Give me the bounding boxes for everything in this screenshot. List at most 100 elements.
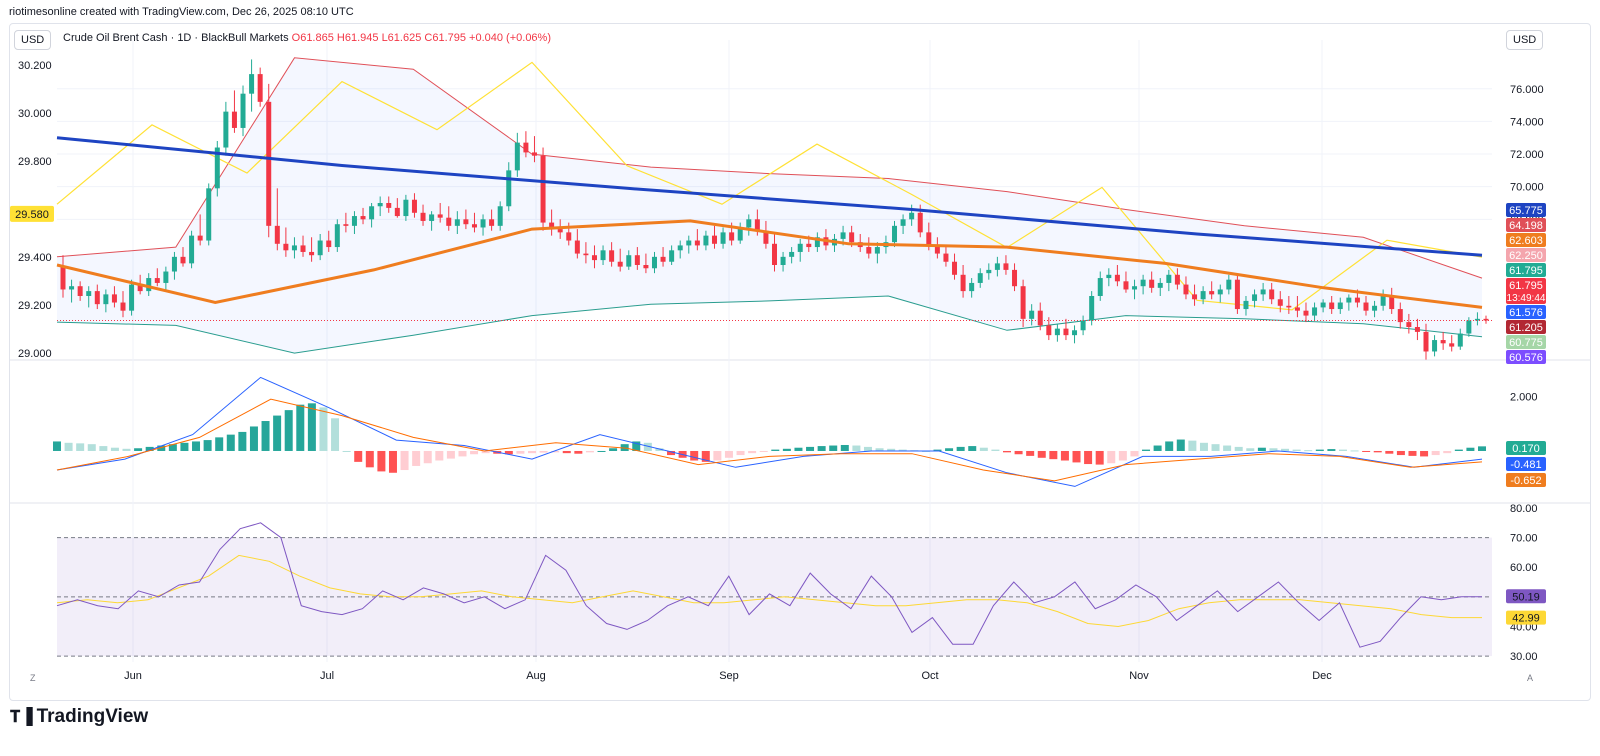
- candle: [600, 245, 606, 265]
- macd-histogram-bar: [806, 446, 815, 451]
- macd-signal-line: [56, 398, 1483, 482]
- macd-histogram-bar: [759, 450, 768, 452]
- candle-body: [1277, 299, 1283, 306]
- macd-histogram-bar: [609, 448, 618, 451]
- candle-body: [866, 247, 872, 254]
- candle-body: [1132, 286, 1138, 290]
- candle: [189, 230, 195, 269]
- candle: [540, 147, 546, 231]
- candle: [1157, 278, 1163, 296]
- symbol-legend: Crude Oil Brent Cash · 1D · BlackBull Ma…: [63, 32, 551, 44]
- candle-body: [1260, 289, 1266, 295]
- macd-histogram-bar: [528, 450, 536, 454]
- candle-body: [763, 230, 769, 244]
- candle: [300, 235, 306, 257]
- macd-histogram-bar: [562, 450, 571, 454]
- tradingview-logo[interactable]: 𝐓▐ TradingView: [10, 706, 148, 728]
- chart-frame: [9, 23, 1591, 701]
- price-badge-bg: [1506, 350, 1546, 364]
- candle-body: [1046, 325, 1052, 336]
- macd-histogram-bar: [1443, 450, 1452, 454]
- candle: [1132, 279, 1138, 300]
- mid-ma-line: [56, 219, 1483, 309]
- candle: [274, 188, 280, 251]
- candle-body: [206, 188, 212, 241]
- macd-histogram-bar: [319, 407, 328, 451]
- macd-badge-label: -0.652: [1510, 475, 1541, 487]
- tv-logo-text: TradingView: [36, 706, 149, 727]
- candle: [454, 211, 460, 234]
- candle: [360, 207, 366, 225]
- candle-body: [1286, 305, 1292, 308]
- candle-body: [677, 245, 683, 251]
- candle-body: [1397, 309, 1403, 323]
- candle: [1140, 274, 1146, 295]
- price-badge-label: 60.775: [1509, 337, 1543, 349]
- candle: [960, 265, 966, 298]
- candle-body: [223, 111, 229, 148]
- candle: [394, 198, 400, 218]
- candle: [309, 237, 315, 262]
- candle-body: [703, 235, 709, 246]
- right-currency-button[interactable]: USD: [1506, 30, 1544, 50]
- macd-histogram-bar: [1153, 445, 1162, 451]
- candle-body: [1174, 274, 1180, 285]
- candle-body: [60, 266, 66, 290]
- candle: [1217, 284, 1223, 303]
- zoom-z-button[interactable]: Z: [30, 673, 36, 683]
- candle-body: [591, 255, 597, 261]
- candle: [1414, 318, 1420, 341]
- macd-histogram-bar: [736, 450, 745, 456]
- macd-histogram-bar: [1246, 448, 1255, 451]
- candle-body: [446, 217, 452, 226]
- candle-body: [403, 199, 409, 217]
- candle-body: [892, 225, 898, 243]
- candle: [154, 268, 160, 287]
- macd-histogram-bar: [1188, 440, 1197, 451]
- candle-body: [514, 142, 520, 171]
- left-axis-tick: 29.800: [18, 156, 52, 168]
- candle: [1423, 323, 1429, 360]
- candle-body: [300, 245, 306, 252]
- candle: [146, 273, 152, 296]
- ohlc-close: C61.795: [424, 32, 466, 44]
- candle-body: [1329, 302, 1335, 310]
- candle: [1106, 268, 1112, 287]
- candle: [591, 245, 597, 269]
- candle: [1072, 325, 1078, 344]
- candle-body: [729, 232, 735, 241]
- candle: [1012, 263, 1018, 292]
- candle-body: [686, 240, 692, 246]
- candle-body: [531, 152, 537, 156]
- candle-body: [334, 224, 340, 248]
- candle: [994, 256, 1000, 277]
- price-badge: 64.198: [1506, 218, 1546, 232]
- macd-histogram-bar: [1072, 450, 1081, 463]
- candle-body: [1226, 279, 1232, 290]
- candle: [1397, 302, 1403, 329]
- candle-body: [1072, 330, 1078, 336]
- candle-body: [626, 255, 632, 267]
- tv-logo-icon: 𝐓▐: [10, 707, 33, 726]
- macd-histogram-bar: [110, 447, 119, 451]
- candle: [437, 203, 443, 223]
- symbol-title[interactable]: Crude Oil Brent Cash · 1D · BlackBull Ma…: [63, 32, 289, 44]
- candle: [986, 263, 992, 280]
- macd-histogram-bar: [551, 450, 560, 453]
- candle-body: [386, 203, 392, 208]
- macd-histogram-bar: [1060, 450, 1069, 461]
- candle: [763, 220, 769, 249]
- rsi-axis-tick: 80.00: [1510, 503, 1538, 515]
- candle: [634, 247, 640, 270]
- candle-body: [1097, 278, 1103, 296]
- candle: [514, 132, 520, 177]
- left-currency-button[interactable]: USD: [14, 30, 52, 50]
- candle: [660, 247, 666, 267]
- candle-body: [309, 251, 315, 256]
- candle-body: [111, 294, 117, 303]
- macd-histogram-bar: [1281, 448, 1290, 451]
- candle-body: [480, 219, 486, 228]
- auto-scale-button[interactable]: A: [1527, 673, 1534, 683]
- macd-histogram-bar: [1269, 448, 1278, 451]
